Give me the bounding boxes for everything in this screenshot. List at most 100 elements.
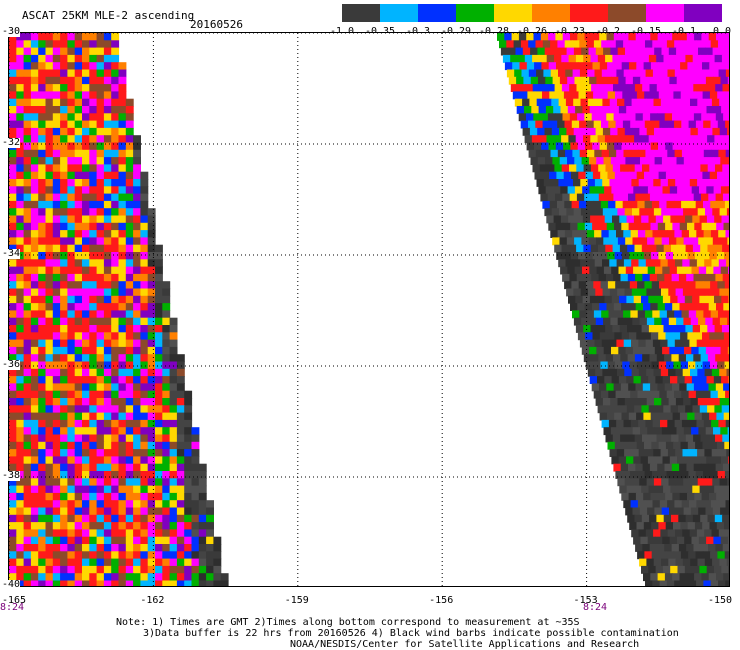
swath-cell bbox=[16, 536, 25, 545]
swath-cell bbox=[118, 266, 127, 275]
swath-cell bbox=[74, 332, 83, 341]
swath-cell bbox=[601, 69, 610, 78]
swath-cell bbox=[60, 106, 68, 114]
swath-cell bbox=[103, 193, 112, 202]
swath-cell bbox=[583, 84, 592, 92]
swath-cell bbox=[111, 171, 120, 180]
swath-cell bbox=[155, 303, 163, 311]
swath-cell bbox=[133, 492, 141, 501]
swath-cell bbox=[718, 339, 727, 348]
swath-cell bbox=[663, 244, 672, 253]
swath-cell bbox=[716, 573, 724, 582]
swath-cell bbox=[213, 580, 222, 586]
swath-cell bbox=[96, 171, 105, 180]
swath-cell bbox=[669, 346, 678, 355]
swath-cell bbox=[542, 200, 551, 209]
swath-cell bbox=[637, 310, 646, 319]
swath-cell bbox=[650, 573, 659, 582]
swath-cell bbox=[118, 573, 127, 582]
swath-cell bbox=[52, 193, 61, 202]
swath-cell bbox=[704, 339, 712, 348]
swath-cell bbox=[89, 208, 98, 217]
swath-cell bbox=[169, 478, 178, 487]
swath-cell bbox=[111, 295, 120, 304]
swath-cell bbox=[710, 500, 719, 509]
swath-cell bbox=[140, 580, 149, 586]
swath-cell bbox=[651, 522, 659, 530]
swath-cell bbox=[512, 91, 521, 100]
swath-cell bbox=[612, 215, 620, 224]
swath-cell bbox=[82, 222, 90, 231]
swath-cell bbox=[683, 398, 692, 406]
swath-cell bbox=[725, 339, 729, 348]
swath-cell bbox=[45, 200, 54, 209]
swath-cell bbox=[162, 288, 171, 297]
swath-cell bbox=[704, 368, 713, 377]
swath-cell bbox=[82, 565, 90, 574]
swath-cell bbox=[162, 434, 171, 443]
swath-cell bbox=[656, 325, 665, 333]
swath-cell bbox=[74, 91, 83, 100]
swath-cell bbox=[9, 193, 17, 202]
swath-cell bbox=[526, 113, 534, 122]
swath-cell bbox=[669, 76, 678, 85]
color-scale-tick-label: -0.1 bbox=[672, 26, 696, 37]
swath-cell bbox=[722, 84, 729, 92]
swath-cell bbox=[74, 565, 83, 574]
swath-cell bbox=[684, 456, 693, 465]
swath-cell bbox=[111, 529, 120, 538]
swath-cell bbox=[45, 368, 54, 377]
swath-cell bbox=[30, 120, 39, 129]
swath-cell bbox=[542, 120, 551, 129]
swath-cell bbox=[721, 215, 729, 224]
swath-cell bbox=[16, 478, 25, 487]
swath-cell bbox=[585, 361, 594, 370]
swath-cell bbox=[125, 179, 134, 187]
swath-cell bbox=[60, 91, 68, 100]
swath-cell bbox=[162, 514, 171, 523]
swath-cell bbox=[677, 295, 686, 304]
swath-cell bbox=[118, 200, 127, 209]
swath-cell bbox=[103, 419, 112, 428]
swath-cell bbox=[52, 485, 61, 494]
swath-cell bbox=[658, 441, 667, 450]
swath-cell bbox=[74, 536, 83, 545]
swath-cell bbox=[708, 222, 717, 231]
swath-cell bbox=[60, 325, 68, 333]
swath-cell bbox=[103, 405, 112, 414]
swath-cell bbox=[558, 98, 567, 107]
swath-cell bbox=[118, 529, 127, 538]
swath-cell bbox=[567, 186, 576, 195]
swath-cell bbox=[551, 179, 559, 187]
swath-cell bbox=[89, 266, 98, 275]
swath-cell bbox=[719, 558, 728, 567]
swath-cell bbox=[125, 507, 134, 516]
swath-cell bbox=[673, 522, 681, 530]
swath-cell bbox=[669, 536, 678, 545]
swath-cell bbox=[663, 325, 672, 333]
swath-cell bbox=[723, 142, 729, 151]
swath-cell bbox=[74, 164, 83, 173]
swath-cell bbox=[89, 244, 98, 253]
swath-cell bbox=[162, 485, 171, 494]
swath-cell bbox=[133, 186, 141, 195]
swath-cell bbox=[713, 76, 722, 85]
swath-cell bbox=[155, 390, 163, 399]
swath-cell bbox=[590, 164, 599, 173]
swath-cell bbox=[690, 47, 699, 56]
swath-cell bbox=[568, 135, 577, 144]
swath-cell bbox=[647, 427, 656, 436]
swath-cell bbox=[615, 390, 624, 399]
swath-cell bbox=[30, 317, 39, 326]
swath-cell bbox=[717, 441, 725, 450]
swath-cell bbox=[603, 76, 612, 85]
swath-cell bbox=[683, 127, 692, 136]
swath-cell bbox=[672, 303, 681, 311]
swath-cell bbox=[82, 441, 90, 450]
swath-cell bbox=[162, 310, 171, 319]
swath-cell bbox=[82, 522, 90, 530]
swath-cell bbox=[155, 441, 163, 450]
color-scale-tick-label: -0.29 bbox=[441, 26, 471, 37]
swath-cell bbox=[133, 135, 141, 144]
swath-cell bbox=[604, 295, 613, 304]
